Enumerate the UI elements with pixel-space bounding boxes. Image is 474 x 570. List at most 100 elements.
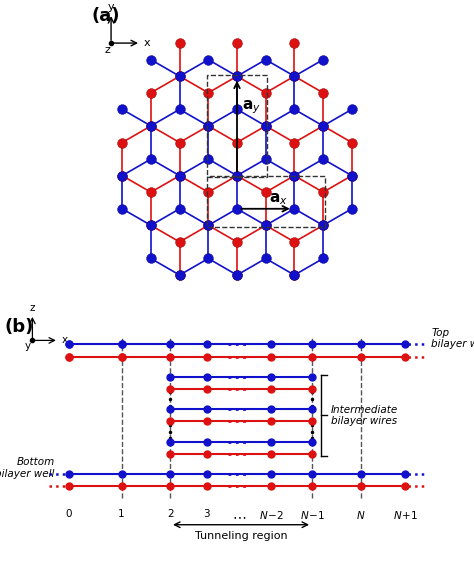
Text: 1: 1: [118, 510, 125, 519]
Point: [176, 271, 183, 280]
Point: [262, 221, 270, 230]
Point: [204, 88, 212, 97]
Text: $N\!+\!1$: $N\!+\!1$: [393, 510, 418, 522]
Point: [319, 221, 327, 230]
Point: [204, 221, 212, 230]
Text: x: x: [144, 38, 150, 48]
Point: [291, 72, 298, 81]
Text: 3: 3: [203, 510, 210, 519]
Point: [147, 88, 155, 97]
Text: z: z: [30, 303, 35, 313]
Text: y: y: [25, 341, 31, 351]
Point: [233, 39, 241, 48]
Point: [233, 171, 241, 180]
Point: [176, 171, 183, 180]
Point: [348, 138, 356, 147]
Point: [291, 105, 298, 114]
Point: [147, 221, 155, 230]
Point: [147, 121, 155, 131]
Point: [233, 171, 241, 180]
Text: $\mathbf{a}_x$: $\mathbf{a}_x$: [269, 191, 288, 207]
Text: $N\!-\!1$: $N\!-\!1$: [300, 510, 324, 522]
Point: [262, 254, 270, 263]
Point: [176, 237, 183, 246]
Point: [233, 271, 241, 280]
Point: [319, 121, 327, 131]
Point: [147, 121, 155, 131]
Point: [319, 188, 327, 197]
Point: [262, 88, 270, 97]
Text: $N\!-\!2$: $N\!-\!2$: [259, 510, 284, 522]
Point: [262, 154, 270, 164]
Text: z: z: [105, 45, 111, 55]
Point: [176, 72, 183, 81]
Point: [319, 154, 327, 164]
Text: y: y: [108, 2, 114, 12]
Point: [147, 154, 155, 164]
Point: [147, 221, 155, 230]
Text: Top
bilayer well: Top bilayer well: [431, 328, 474, 349]
Point: [204, 154, 212, 164]
Point: [291, 171, 298, 180]
Point: [291, 204, 298, 213]
Point: [204, 121, 212, 131]
Text: $\mathbf{a}_y$: $\mathbf{a}_y$: [242, 99, 261, 116]
Point: [176, 204, 183, 213]
Text: Intermediate
bilayer wires: Intermediate bilayer wires: [331, 405, 398, 426]
Point: [233, 72, 241, 81]
Point: [118, 105, 126, 114]
Point: [176, 271, 183, 280]
Point: [291, 72, 298, 81]
Text: 0: 0: [65, 510, 72, 519]
Point: [291, 271, 298, 280]
Text: x: x: [62, 335, 68, 345]
Bar: [207, 75, 267, 177]
Point: [233, 138, 241, 147]
Point: [204, 254, 212, 263]
Point: [176, 105, 183, 114]
Text: 2: 2: [167, 510, 173, 519]
Text: Tunneling region: Tunneling region: [195, 531, 287, 541]
Point: [176, 72, 183, 81]
Point: [348, 204, 356, 213]
Point: [233, 271, 241, 280]
Point: [348, 171, 356, 180]
Text: (a): (a): [91, 7, 120, 25]
Point: [118, 171, 126, 180]
Bar: [207, 176, 325, 227]
Point: [291, 271, 298, 280]
Point: [204, 221, 212, 230]
Point: [262, 221, 270, 230]
Point: [262, 55, 270, 64]
Point: [147, 55, 155, 64]
Point: [291, 138, 298, 147]
Text: (b): (b): [4, 318, 34, 336]
Text: $N$: $N$: [356, 510, 365, 522]
Point: [291, 171, 298, 180]
Point: [118, 138, 126, 147]
Text: Bottom
bilayer well: Bottom bilayer well: [0, 457, 55, 479]
Point: [118, 204, 126, 213]
Point: [147, 254, 155, 263]
Point: [291, 237, 298, 246]
Point: [233, 105, 241, 114]
Point: [176, 39, 183, 48]
Point: [262, 121, 270, 131]
Point: [204, 121, 212, 131]
Point: [176, 138, 183, 147]
Point: [291, 39, 298, 48]
Point: [319, 88, 327, 97]
Point: [348, 171, 356, 180]
Point: [319, 121, 327, 131]
Point: [233, 72, 241, 81]
Point: [319, 221, 327, 230]
Point: [176, 171, 183, 180]
Point: [262, 188, 270, 197]
Point: [147, 188, 155, 197]
Point: [233, 237, 241, 246]
Point: [348, 105, 356, 114]
Point: [204, 188, 212, 197]
Text: $\cdots$: $\cdots$: [232, 510, 246, 523]
Point: [319, 254, 327, 263]
Point: [233, 204, 241, 213]
